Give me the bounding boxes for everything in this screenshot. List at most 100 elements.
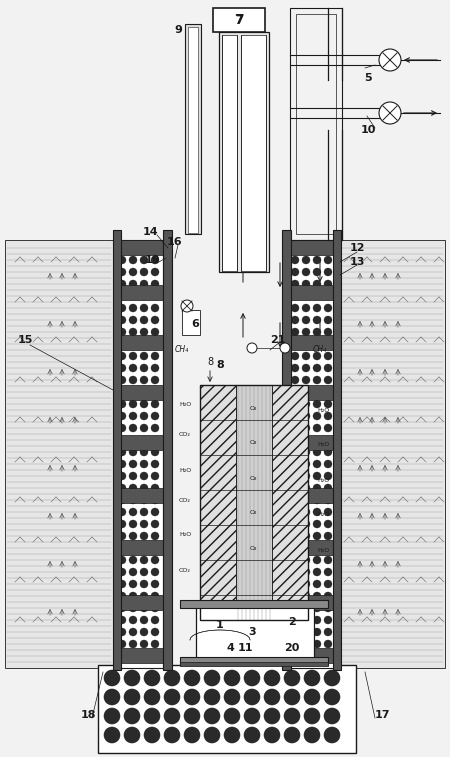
Circle shape bbox=[151, 400, 159, 408]
Text: 14: 14 bbox=[142, 227, 158, 237]
Circle shape bbox=[302, 484, 310, 492]
Circle shape bbox=[184, 670, 200, 686]
Circle shape bbox=[118, 652, 126, 660]
Circle shape bbox=[129, 436, 137, 444]
Circle shape bbox=[118, 292, 126, 300]
Circle shape bbox=[204, 708, 220, 724]
Bar bbox=[200, 385, 308, 620]
Circle shape bbox=[129, 568, 137, 576]
Circle shape bbox=[291, 340, 299, 348]
Circle shape bbox=[291, 556, 299, 564]
Circle shape bbox=[184, 727, 200, 743]
Circle shape bbox=[151, 376, 159, 384]
Circle shape bbox=[313, 316, 321, 324]
Circle shape bbox=[291, 292, 299, 300]
Circle shape bbox=[302, 460, 310, 468]
Circle shape bbox=[151, 472, 159, 480]
Circle shape bbox=[129, 256, 137, 264]
Circle shape bbox=[164, 689, 180, 705]
Circle shape bbox=[324, 292, 332, 300]
Circle shape bbox=[151, 652, 159, 660]
Circle shape bbox=[313, 604, 321, 612]
Bar bbox=[5, 240, 113, 668]
Text: 19: 19 bbox=[144, 255, 160, 265]
Circle shape bbox=[313, 556, 321, 564]
Circle shape bbox=[118, 568, 126, 576]
Text: O₂: O₂ bbox=[249, 510, 257, 516]
Circle shape bbox=[324, 280, 332, 288]
Circle shape bbox=[118, 616, 126, 624]
Circle shape bbox=[151, 640, 159, 648]
Circle shape bbox=[302, 244, 310, 252]
Circle shape bbox=[247, 343, 257, 353]
Bar bbox=[288, 488, 339, 503]
Circle shape bbox=[302, 280, 310, 288]
Circle shape bbox=[302, 340, 310, 348]
Circle shape bbox=[324, 652, 332, 660]
Circle shape bbox=[140, 496, 148, 504]
Circle shape bbox=[324, 628, 332, 636]
Circle shape bbox=[151, 436, 159, 444]
Circle shape bbox=[118, 580, 126, 588]
Circle shape bbox=[304, 670, 320, 686]
Circle shape bbox=[151, 424, 159, 432]
Circle shape bbox=[118, 280, 126, 288]
Circle shape bbox=[291, 532, 299, 540]
Circle shape bbox=[291, 328, 299, 336]
Circle shape bbox=[129, 460, 137, 468]
Circle shape bbox=[140, 436, 148, 444]
Circle shape bbox=[379, 102, 401, 124]
Circle shape bbox=[151, 328, 159, 336]
Text: O₂: O₂ bbox=[249, 406, 257, 410]
Bar bbox=[236, 385, 272, 620]
Text: H₂O: H₂O bbox=[317, 407, 329, 413]
Circle shape bbox=[324, 256, 332, 264]
Circle shape bbox=[302, 520, 310, 528]
Circle shape bbox=[129, 604, 137, 612]
Circle shape bbox=[302, 496, 310, 504]
Circle shape bbox=[291, 616, 299, 624]
Circle shape bbox=[291, 484, 299, 492]
Text: 4: 4 bbox=[226, 643, 234, 653]
Circle shape bbox=[129, 304, 137, 312]
Text: CO₂: CO₂ bbox=[179, 568, 191, 572]
Bar bbox=[196, 605, 314, 665]
Circle shape bbox=[118, 532, 126, 540]
Circle shape bbox=[324, 460, 332, 468]
Circle shape bbox=[313, 568, 321, 576]
Circle shape bbox=[204, 689, 220, 705]
Circle shape bbox=[379, 49, 401, 71]
Circle shape bbox=[129, 484, 137, 492]
Circle shape bbox=[291, 472, 299, 480]
Circle shape bbox=[224, 689, 240, 705]
Circle shape bbox=[129, 448, 137, 456]
Circle shape bbox=[291, 496, 299, 504]
Circle shape bbox=[280, 343, 290, 353]
Bar bbox=[219, 32, 269, 272]
Circle shape bbox=[151, 352, 159, 360]
Circle shape bbox=[313, 592, 321, 600]
Circle shape bbox=[313, 580, 321, 588]
Circle shape bbox=[291, 412, 299, 420]
Circle shape bbox=[140, 340, 148, 348]
Bar bbox=[213, 8, 265, 32]
Circle shape bbox=[118, 604, 126, 612]
Bar bbox=[291, 240, 336, 668]
Circle shape bbox=[291, 448, 299, 456]
Circle shape bbox=[140, 616, 148, 624]
Circle shape bbox=[129, 652, 137, 660]
Text: 8: 8 bbox=[207, 357, 213, 367]
Circle shape bbox=[140, 628, 148, 636]
Circle shape bbox=[140, 400, 148, 408]
Circle shape bbox=[302, 448, 310, 456]
Circle shape bbox=[313, 400, 321, 408]
Circle shape bbox=[291, 280, 299, 288]
Circle shape bbox=[302, 580, 310, 588]
Circle shape bbox=[264, 727, 280, 743]
Circle shape bbox=[129, 316, 137, 324]
Circle shape bbox=[324, 448, 332, 456]
Bar bbox=[115, 488, 166, 503]
Circle shape bbox=[164, 727, 180, 743]
Bar bbox=[296, 14, 336, 234]
Circle shape bbox=[129, 580, 137, 588]
